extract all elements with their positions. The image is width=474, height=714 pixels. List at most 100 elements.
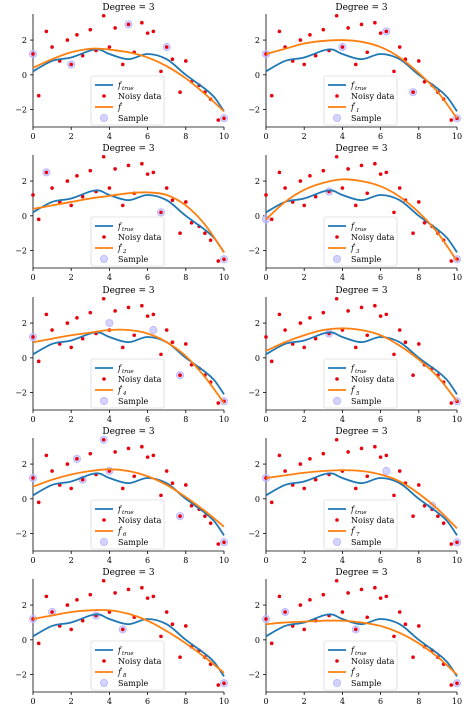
legend-frame bbox=[90, 499, 165, 550]
noisy-data-point bbox=[321, 310, 326, 315]
x-tick-label: 8 bbox=[416, 415, 421, 424]
noisy-data-point bbox=[277, 29, 282, 34]
x-tick-label: 0 bbox=[263, 697, 268, 706]
noisy-data-point bbox=[298, 462, 303, 466]
legend-noisy-label: Noisy data bbox=[351, 233, 395, 242]
noisy-data-point bbox=[455, 540, 459, 545]
x-tick-label: 2 bbox=[69, 556, 74, 565]
y-tick-label: 2 bbox=[22, 319, 27, 328]
x-tick-label: 6 bbox=[378, 697, 383, 706]
x-tick-label: 2 bbox=[302, 556, 307, 565]
noisy-data-point bbox=[313, 477, 318, 482]
noisy-data-point bbox=[277, 170, 282, 175]
noisy-data-point bbox=[184, 624, 188, 628]
x-tick-label: 6 bbox=[145, 132, 150, 141]
noisy-data-point bbox=[178, 514, 182, 519]
estimate-line bbox=[32, 47, 225, 113]
y-tick-label: 0 bbox=[22, 636, 27, 645]
true-function-line bbox=[32, 472, 225, 536]
legend-true-subscript: true bbox=[355, 369, 367, 375]
noisy-data-point bbox=[359, 22, 364, 27]
noisy-data-point bbox=[159, 69, 163, 74]
noisy-data-point bbox=[334, 154, 339, 159]
legend-sample-label: Sample bbox=[351, 255, 382, 264]
noisy-data-point bbox=[264, 193, 268, 197]
x-tick-label: 10 bbox=[219, 415, 229, 424]
y-tick-label: −2 bbox=[15, 247, 27, 256]
x-tick-label: 8 bbox=[416, 132, 421, 141]
legend-sample-label: Sample bbox=[118, 679, 149, 688]
noisy-data-point bbox=[321, 27, 326, 32]
legend-frame bbox=[90, 75, 165, 126]
estimate-line bbox=[32, 191, 225, 253]
legend-estimate-subscript: 7 bbox=[356, 532, 360, 538]
noisy-data-point bbox=[403, 340, 408, 345]
legend-sample-label: Sample bbox=[118, 397, 149, 406]
noisy-data-point bbox=[321, 168, 326, 173]
noisy-data-point bbox=[384, 594, 389, 599]
noisy-data-point bbox=[178, 231, 182, 236]
noisy-data-point bbox=[373, 161, 377, 166]
noisy-data-point bbox=[101, 578, 106, 583]
noisy-data-point bbox=[422, 80, 427, 84]
noisy-data-point bbox=[449, 683, 454, 687]
noisy-data-point bbox=[80, 336, 85, 341]
x-tick-label: 6 bbox=[378, 556, 383, 565]
x-tick-label: 8 bbox=[416, 697, 421, 706]
subplot-title: Degree = 3 bbox=[102, 427, 155, 437]
noisy-data-point bbox=[373, 20, 377, 25]
estimate-line bbox=[265, 469, 458, 530]
legend-sample-label: Sample bbox=[351, 397, 382, 406]
noisy-data-point bbox=[264, 617, 268, 621]
estimate-line bbox=[265, 327, 458, 402]
x-tick-label: 0 bbox=[263, 415, 268, 424]
y-tick-label: 0 bbox=[22, 71, 27, 80]
x-tick-label: 6 bbox=[378, 132, 383, 141]
noisy-data-point bbox=[353, 62, 358, 67]
noisy-data-point bbox=[264, 335, 268, 339]
x-tick-label: 8 bbox=[183, 132, 188, 141]
x-tick-label: 0 bbox=[30, 697, 35, 706]
x-tick-label: 0 bbox=[263, 556, 268, 565]
noisy-data-point bbox=[403, 622, 408, 626]
true-function-line bbox=[265, 48, 458, 112]
noisy-data-point bbox=[36, 641, 41, 646]
x-tick-label: 0 bbox=[30, 273, 35, 282]
noisy-data-point bbox=[222, 681, 226, 686]
subplot-title: Degree = 3 bbox=[102, 3, 155, 13]
x-tick-label: 4 bbox=[107, 273, 112, 282]
noisy-data-point bbox=[69, 203, 73, 208]
y-tick-label: 2 bbox=[22, 460, 27, 469]
noisy-data-point bbox=[397, 469, 402, 473]
subplot-title: Degree = 3 bbox=[102, 568, 155, 578]
noisy-data-point bbox=[334, 296, 339, 301]
noisy-data-point bbox=[378, 596, 383, 600]
noisy-data-point bbox=[75, 174, 79, 178]
noisy-data-point bbox=[436, 514, 440, 519]
noisy-data-point bbox=[151, 312, 156, 317]
noisy-data-point bbox=[378, 314, 383, 318]
noisy-data-point bbox=[50, 186, 54, 190]
noisy-data-point bbox=[422, 504, 427, 508]
noisy-data-point bbox=[151, 594, 156, 599]
noisy-data-point bbox=[132, 474, 137, 479]
legend-estimate-label: f̂ bbox=[117, 668, 123, 677]
noisy-data-point bbox=[36, 500, 41, 505]
noisy-data-point bbox=[359, 446, 364, 451]
noisy-data-point bbox=[69, 486, 73, 491]
legend-sample-swatch bbox=[100, 254, 109, 263]
noisy-data-point bbox=[145, 596, 150, 600]
noisy-data-point bbox=[113, 167, 117, 171]
legend-sample-label: Sample bbox=[351, 679, 382, 688]
noisy-data-point bbox=[88, 310, 93, 315]
noisy-data-point bbox=[65, 462, 70, 466]
legend-estimate-label: f̂ bbox=[117, 103, 123, 112]
y-tick-label: −2 bbox=[248, 106, 260, 115]
noisy-data-point bbox=[373, 585, 377, 590]
